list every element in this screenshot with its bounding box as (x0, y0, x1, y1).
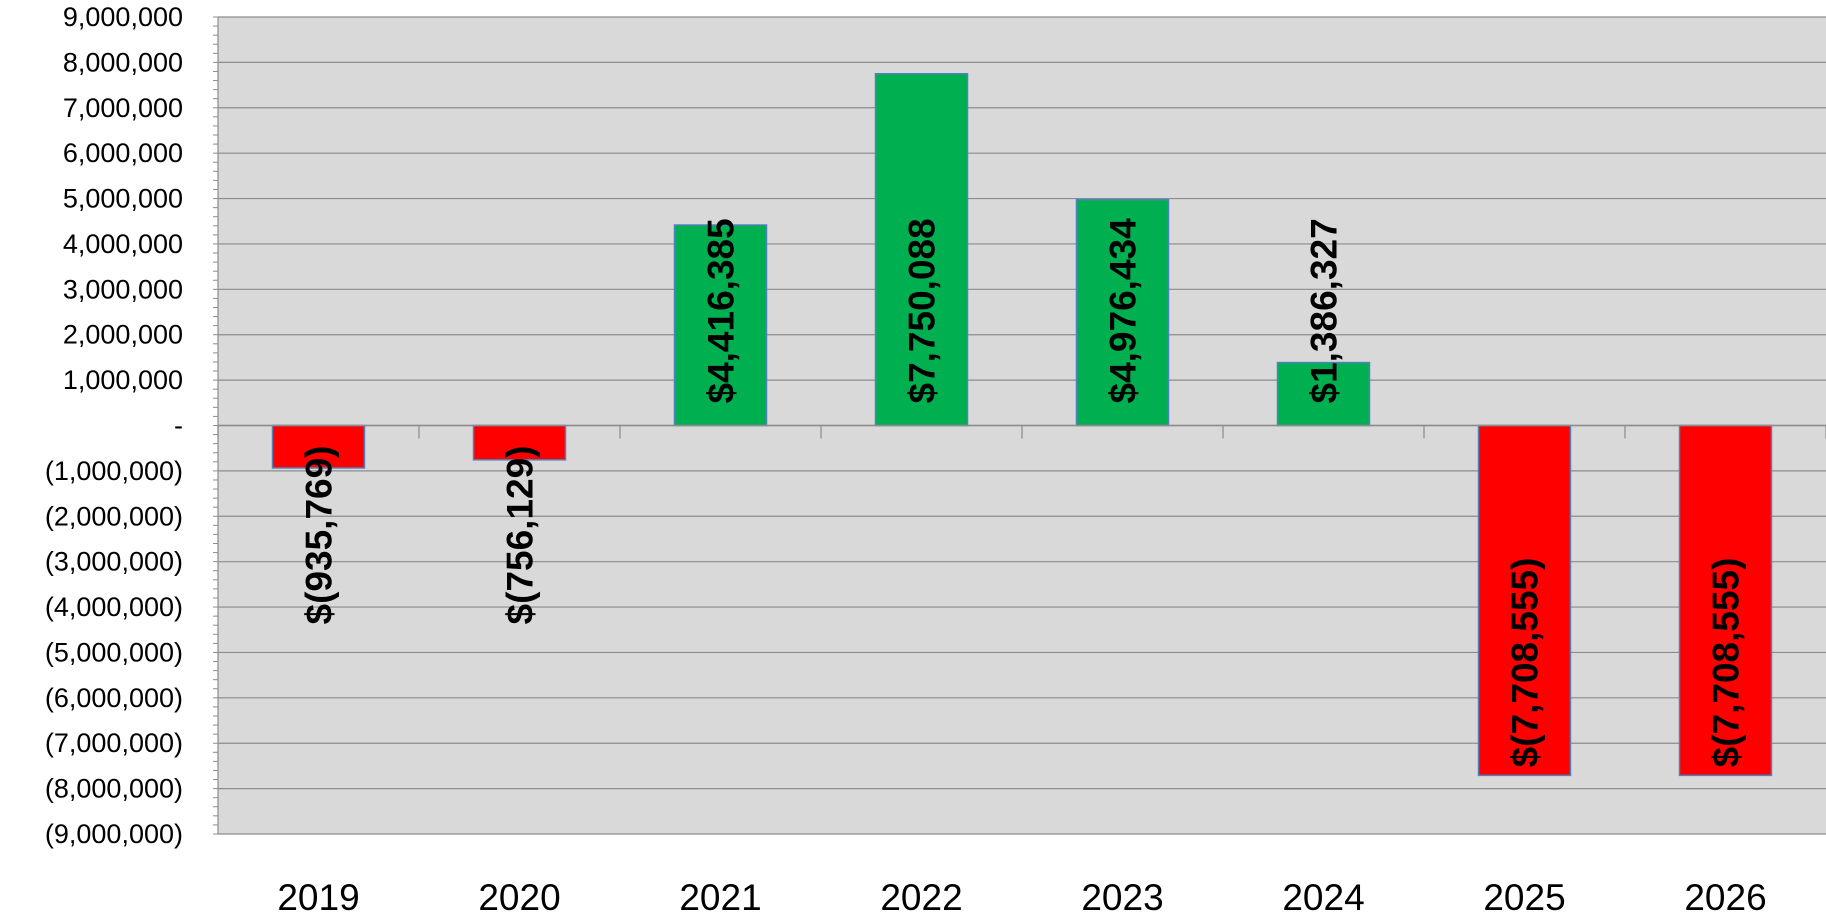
y-tick-label: (5,000,000) (45, 637, 183, 667)
y-tick-label: (2,000,000) (45, 501, 183, 531)
y-tick-label: (9,000,000) (45, 819, 183, 849)
data-labels: $(935,769) $(756,129) $4,416,385 $7,750,088… (299, 218, 1747, 767)
y-tick-label: 5,000,000 (63, 184, 183, 214)
data-label: $4,416,385 (701, 218, 742, 403)
y-tick-label: 3,000,000 (63, 274, 183, 304)
bar-2023 (1075, 198, 1170, 427)
y-tick-label: 9,000,000 (63, 2, 183, 32)
data-label: $(7,708,555) (1706, 558, 1747, 768)
y-tick-label: (6,000,000) (45, 683, 183, 713)
x-tick-label: 2021 (679, 877, 761, 917)
bar-2024 (1276, 361, 1371, 427)
x-axis: 2019 2020 2021 2022 2023 2024 2025 2026 (217, 424, 1826, 917)
y-tick-label: 7,000,000 (63, 93, 183, 123)
bars (271, 72, 1773, 777)
bar-2021 (673, 224, 768, 427)
y-tick-label: 4,000,000 (63, 229, 183, 259)
y-tick-label: (4,000,000) (45, 592, 183, 622)
bar-2025 (1477, 424, 1572, 777)
y-tick-label: - (174, 411, 183, 441)
data-label: $(756,129) (500, 446, 541, 625)
x-tick-label: 2019 (277, 877, 359, 917)
x-tick-label: 2022 (880, 877, 962, 917)
y-tick-label: 8,000,000 (63, 47, 183, 77)
x-tick-label: 2026 (1684, 877, 1766, 917)
data-label: $4,976,434 (1103, 218, 1144, 404)
data-label: $1,386,327 (1304, 218, 1345, 403)
bar-2026 (1678, 424, 1773, 777)
y-tick-label: 1,000,000 (63, 365, 183, 395)
x-tick-label: 2025 (1483, 877, 1565, 917)
y-tick-label: (3,000,000) (45, 547, 183, 577)
y-tick-label: (1,000,000) (45, 456, 183, 486)
y-tick-label: 6,000,000 (63, 138, 183, 168)
bar-2020 (472, 424, 567, 461)
x-tick-label: 2023 (1081, 877, 1163, 917)
bar-2019 (271, 424, 366, 469)
y-tick-label: 2,000,000 (63, 320, 183, 350)
y-tick-label: (7,000,000) (45, 728, 183, 758)
data-label: $(7,708,555) (1505, 558, 1546, 768)
y-tick-label: (8,000,000) (45, 774, 183, 804)
data-label: $(935,769) (299, 446, 340, 625)
bar-2022 (874, 72, 969, 427)
y-axis: 9,000,000 8,000,000 7,000,000 6,000,000 5,00… (45, 2, 219, 849)
data-label: $7,750,088 (902, 218, 943, 403)
x-tick-label: 2024 (1282, 877, 1364, 917)
x-tick-label: 2020 (478, 877, 560, 917)
